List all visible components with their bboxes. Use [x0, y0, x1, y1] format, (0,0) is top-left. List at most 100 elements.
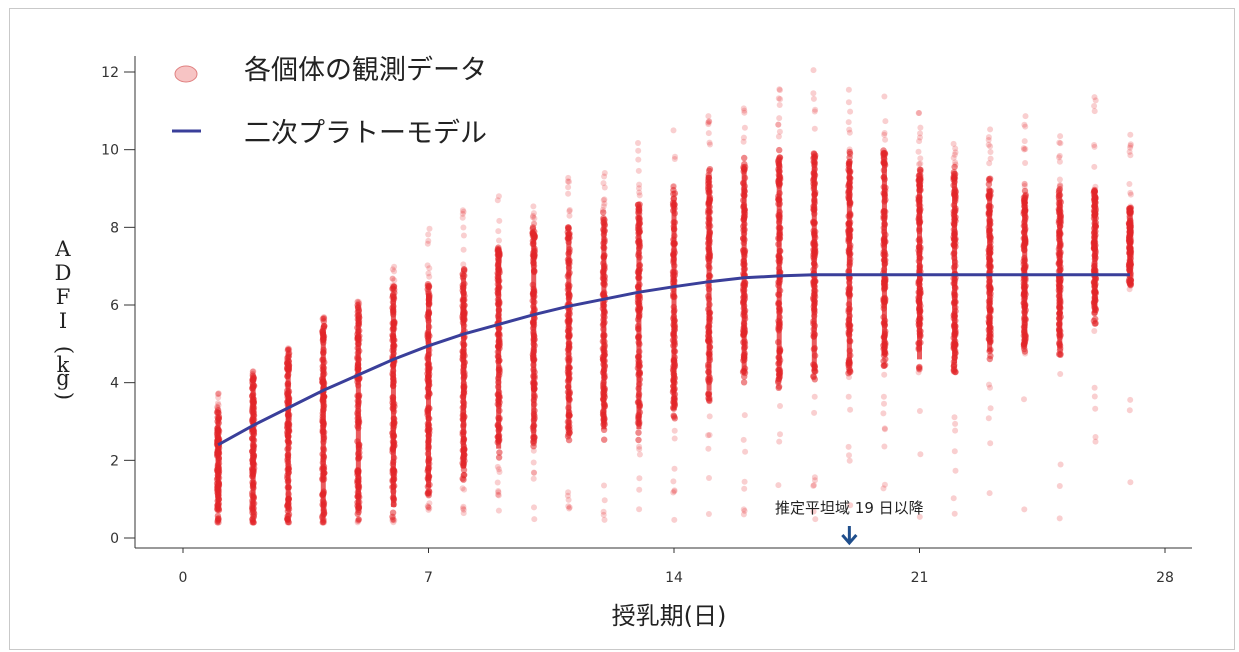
data-point — [1022, 123, 1029, 130]
data-point — [810, 373, 817, 381]
data-point — [215, 390, 222, 397]
data-point — [391, 517, 398, 524]
legend-marker-observed — [174, 65, 198, 83]
data-point — [390, 516, 397, 523]
data-point — [389, 517, 396, 524]
data-point — [250, 519, 257, 526]
data-point — [321, 315, 328, 321]
legend-label-observed: 各個体の観測データ — [244, 55, 487, 86]
data-point — [987, 149, 994, 155]
data-point — [1022, 146, 1029, 152]
data-point — [320, 315, 327, 322]
data-point — [707, 141, 713, 148]
data-point — [1021, 396, 1027, 403]
data-point — [600, 511, 607, 518]
data-point — [1056, 515, 1063, 522]
plateau-arrow-icon — [841, 526, 858, 546]
data-point — [775, 133, 782, 140]
data-point — [635, 436, 642, 444]
y-axis-label-char: D — [55, 261, 72, 285]
data-point — [460, 506, 467, 513]
data-point — [1127, 142, 1134, 149]
data-point — [672, 153, 678, 160]
data-point — [1127, 396, 1134, 403]
data-point — [741, 485, 748, 492]
data-point — [952, 159, 959, 166]
point-column-day-1 — [213, 390, 223, 526]
data-point — [321, 314, 327, 321]
data-point — [566, 207, 573, 213]
data-point — [777, 96, 784, 103]
data-point — [1056, 154, 1062, 161]
data-point — [985, 415, 992, 422]
data-point — [495, 228, 502, 235]
data-point — [775, 121, 782, 128]
data-point — [250, 519, 257, 526]
data-point — [319, 316, 326, 322]
data-point — [530, 203, 537, 210]
data-point — [741, 109, 748, 116]
data-point — [284, 346, 291, 353]
data-point — [601, 516, 608, 523]
data-point — [530, 443, 537, 450]
data-point — [951, 151, 958, 158]
data-point — [776, 154, 784, 161]
data-point — [1126, 407, 1133, 414]
data-point — [530, 469, 537, 476]
data-point — [845, 86, 852, 93]
y-axis-label-char: A — [54, 237, 71, 261]
data-point — [671, 415, 678, 422]
data-point — [705, 121, 712, 128]
data-point — [741, 107, 748, 114]
data-point — [425, 270, 432, 277]
data-point — [214, 391, 221, 398]
data-point — [1127, 203, 1134, 210]
data-point — [355, 298, 362, 305]
data-point — [847, 406, 854, 413]
data-point — [354, 298, 361, 305]
data-point — [775, 121, 782, 128]
data-point — [881, 426, 888, 433]
data-point — [776, 438, 783, 445]
data-point — [531, 469, 538, 476]
data-point — [496, 469, 503, 475]
data-point — [951, 414, 958, 421]
data-point — [496, 217, 503, 224]
data-point — [846, 146, 853, 153]
data-point — [846, 129, 853, 136]
legend: 各個体の観測データ 二次プラトーモデル — [172, 55, 487, 149]
data-point — [495, 454, 503, 461]
data-point — [1020, 343, 1028, 350]
data-point — [811, 393, 818, 400]
y-tick-label: 4 — [110, 376, 119, 392]
data-point — [881, 425, 888, 432]
data-point — [215, 415, 222, 423]
data-point — [706, 475, 712, 481]
data-point — [987, 405, 994, 412]
data-point — [356, 300, 363, 307]
point-density-core — [917, 176, 922, 360]
data-point — [495, 466, 502, 473]
data-point — [1127, 479, 1134, 486]
point-density-core — [320, 332, 326, 511]
data-point — [285, 519, 292, 526]
data-point — [249, 368, 256, 375]
data-point — [426, 265, 433, 272]
data-point — [740, 506, 747, 513]
point-column-day-9 — [494, 193, 503, 514]
data-point — [777, 403, 783, 409]
data-point — [495, 193, 502, 200]
x-tick-label: 0 — [179, 570, 188, 586]
data-point — [249, 517, 257, 525]
point-density-core — [636, 215, 642, 430]
data-point — [284, 519, 291, 526]
data-point — [215, 400, 221, 407]
data-point — [636, 181, 643, 188]
y-axis-label-char: ( — [53, 346, 77, 354]
data-point — [1091, 188, 1098, 195]
data-point — [810, 95, 817, 102]
x-tick-label: 21 — [911, 570, 929, 586]
data-point — [600, 216, 607, 224]
data-point — [460, 208, 467, 215]
data-point — [249, 519, 256, 526]
